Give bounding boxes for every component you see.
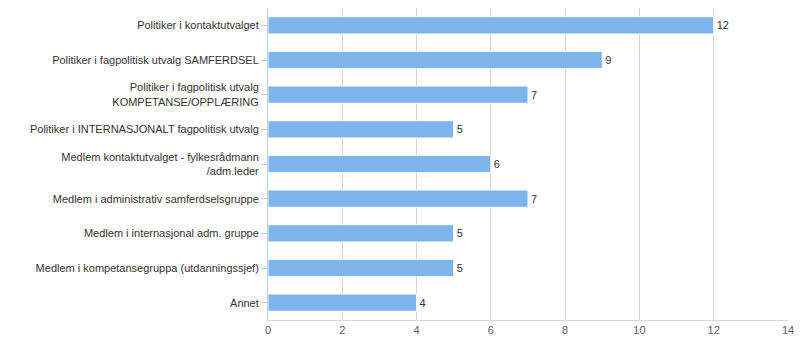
svg-text:10: 10 bbox=[633, 324, 645, 336]
svg-text:2: 2 bbox=[339, 324, 345, 336]
svg-text:Annet: Annet bbox=[230, 297, 259, 309]
svg-text:5: 5 bbox=[457, 227, 463, 239]
svg-text:Medlem i internasjonal adm. gr: Medlem i internasjonal adm. gruppe bbox=[84, 227, 259, 239]
svg-text:8: 8 bbox=[562, 324, 568, 336]
svg-text:7: 7 bbox=[531, 89, 537, 101]
svg-text:6: 6 bbox=[488, 324, 494, 336]
svg-text:6: 6 bbox=[494, 158, 500, 170]
svg-text:12: 12 bbox=[708, 324, 720, 336]
svg-text:Politiker i fagpolitisk utvalg: Politiker i fagpolitisk utvalg SAMFERDSE… bbox=[52, 54, 259, 66]
svg-text:9: 9 bbox=[605, 54, 611, 66]
svg-text:4: 4 bbox=[414, 324, 420, 336]
svg-text:5: 5 bbox=[457, 123, 463, 135]
svg-text:5: 5 bbox=[457, 262, 463, 274]
svg-text:Politiker i fagpolitisk utvalg: Politiker i fagpolitisk utvalgKOMPETANSE… bbox=[112, 81, 259, 107]
svg-text:Medlem kontaktutvalget - fylke: Medlem kontaktutvalget - fylkesrådmann/a… bbox=[61, 151, 259, 177]
svg-text:Politiker i kontaktutvalget: Politiker i kontaktutvalget bbox=[137, 19, 259, 31]
svg-text:14: 14 bbox=[782, 324, 794, 336]
svg-text:12: 12 bbox=[717, 19, 729, 31]
svg-text:7: 7 bbox=[531, 193, 537, 205]
svg-text:Medlem i administrativ samferd: Medlem i administrativ samferdselsgruppe bbox=[53, 193, 259, 205]
svg-text:4: 4 bbox=[420, 297, 426, 309]
svg-text:Medlem i kompetansegruppa (utd: Medlem i kompetansegruppa (utdanningssje… bbox=[36, 262, 259, 274]
svg-text:Politiker i INTERNASJONALT fag: Politiker i INTERNASJONALT fagpolitisk u… bbox=[30, 123, 259, 135]
svg-text:0: 0 bbox=[265, 324, 271, 336]
